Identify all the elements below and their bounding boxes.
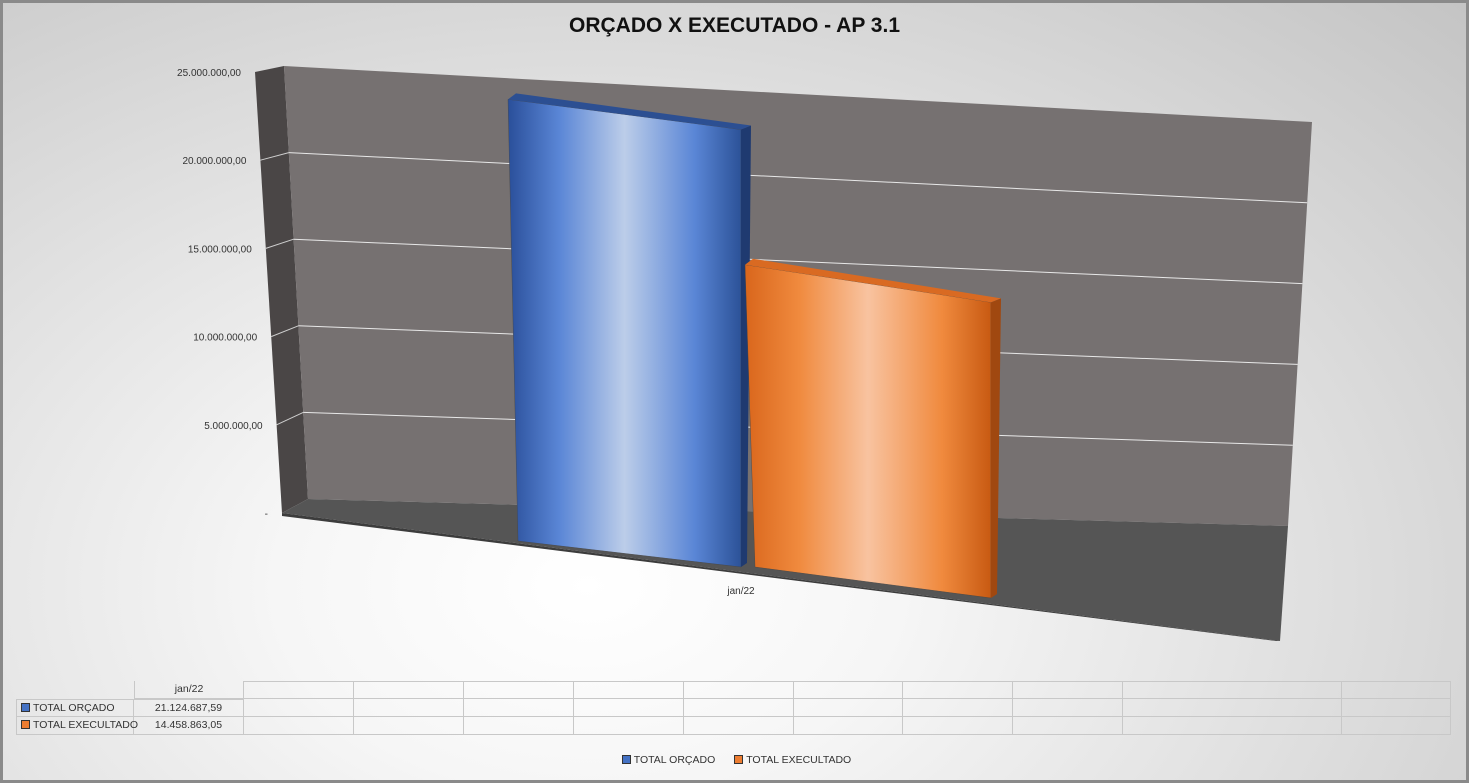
legend-item-executado: TOTAL EXECULTADO xyxy=(730,754,851,766)
gridline xyxy=(265,238,294,249)
data-table-row-label: TOTAL EXECULTADO xyxy=(16,717,138,735)
y-tick-label: 10.000.000,00 xyxy=(193,333,257,344)
chart-legend: TOTAL ORÇADO TOTAL EXECULTADO xyxy=(0,754,1469,766)
data-table-empty-cell xyxy=(244,717,354,735)
side-wall xyxy=(255,66,308,513)
gridline xyxy=(293,238,1303,285)
data-table-empty-cell xyxy=(354,699,464,717)
y-tick-label: 15.000.000,00 xyxy=(188,244,252,255)
data-table-row: TOTAL ORÇADO 21.124.687,59 xyxy=(16,699,1451,717)
data-table-empty-cell xyxy=(903,699,1013,717)
gridline xyxy=(288,152,1308,204)
data-table-empty-cell xyxy=(354,681,464,699)
data-table-empty-cell xyxy=(464,681,574,699)
data-table-empty-cell xyxy=(1013,681,1123,699)
data-table-empty-cell xyxy=(684,681,794,699)
data-table-empty-cell xyxy=(244,699,354,717)
y-tick-label: - xyxy=(265,509,268,520)
data-table-empty-cell xyxy=(794,681,903,699)
data-table-empty-cell xyxy=(1123,699,1342,717)
data-table-empty-cell xyxy=(1013,717,1123,735)
data-table-empty-cell xyxy=(794,699,903,717)
data-table-empty-cell xyxy=(1342,699,1451,717)
data-table: jan/22 TOTAL ORÇADO 21.124.687,59 TOTAL … xyxy=(16,681,1451,735)
row-label-executado: TOTAL EXECULTADO xyxy=(33,719,139,731)
y-tick-label: 25.000.000,00 xyxy=(177,68,241,79)
blue-swatch-icon xyxy=(21,703,30,712)
bar-total-orcado-side xyxy=(741,125,751,567)
data-table-empty-cell xyxy=(1123,681,1342,699)
data-table-empty-cell xyxy=(464,699,574,717)
data-table-empty-cell xyxy=(1342,717,1451,735)
data-table-empty-cell xyxy=(574,699,684,717)
bar-total-orcado-top xyxy=(508,93,751,130)
bar-total-executado-top xyxy=(745,258,1001,303)
data-table-header: jan/22 xyxy=(134,681,244,699)
y-tick-label: 20.000.000,00 xyxy=(182,156,246,167)
data-table-empty-cell xyxy=(1013,699,1123,717)
data-table-value-executado: 14.458.863,05 xyxy=(134,717,244,735)
floor-edge xyxy=(282,513,1280,641)
bar-total-orcado xyxy=(507,99,742,568)
legend-label: TOTAL ORÇADO xyxy=(633,754,716,766)
data-table-empty-cell xyxy=(903,717,1013,735)
data-table-empty-cell xyxy=(1123,717,1342,735)
data-table-empty-cell xyxy=(903,681,1013,699)
legend-item-orcado: TOTAL ORÇADO xyxy=(618,754,715,766)
data-table-header-row: jan/22 xyxy=(16,681,1451,699)
row-label-orcado: TOTAL ORÇADO xyxy=(33,702,115,714)
orange-swatch-icon xyxy=(21,720,30,729)
data-table-empty-cell xyxy=(574,681,684,699)
gridline xyxy=(271,325,299,338)
gridline xyxy=(276,411,304,426)
data-table-empty-cell xyxy=(1342,681,1451,699)
x-tick-label: jan/22 xyxy=(726,586,755,597)
y-tick-label: 5.000.000,00 xyxy=(204,421,263,432)
data-table-value-orcado: 21.124.687,59 xyxy=(134,699,244,717)
orange-swatch-icon xyxy=(734,755,744,764)
chart-title: ORÇADO X EXECUTADO - AP 3.1 xyxy=(569,14,900,37)
data-table-row: TOTAL EXECULTADO 14.458.863,05 xyxy=(16,717,1451,735)
data-table-empty-cell xyxy=(244,681,354,699)
data-table-empty-cell xyxy=(684,717,794,735)
data-table-empty-cell xyxy=(794,717,903,735)
data-table-empty-cell xyxy=(684,699,794,717)
data-table-empty-cell xyxy=(574,717,684,735)
data-table-empty-cell xyxy=(464,717,574,735)
blue-swatch-icon xyxy=(621,755,631,764)
data-table-row-label: TOTAL ORÇADO xyxy=(16,699,134,717)
data-table-empty-cell xyxy=(354,717,464,735)
legend-label: TOTAL EXECULTADO xyxy=(746,754,852,766)
bar-total-executado xyxy=(744,264,992,599)
gridline xyxy=(260,152,289,161)
bar-total-executado-side xyxy=(991,298,1001,598)
